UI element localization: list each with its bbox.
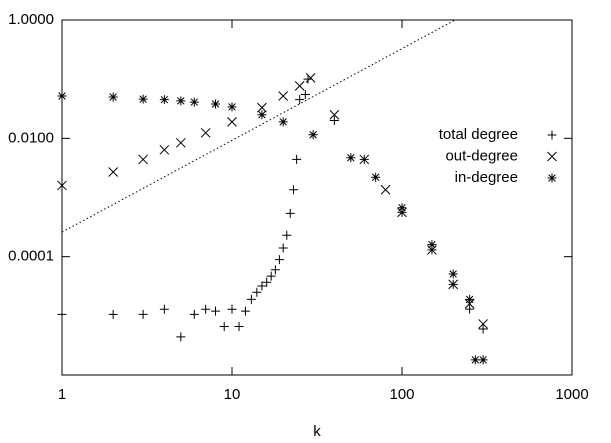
point — [257, 281, 267, 291]
point — [57, 91, 67, 101]
y-tick-label: 0.0001 — [8, 248, 54, 265]
point — [227, 102, 237, 112]
legend-marker — [547, 151, 557, 162]
legend-label: in-degree — [455, 169, 518, 186]
point — [234, 322, 244, 332]
point — [108, 309, 118, 319]
point — [227, 116, 237, 127]
y-tick-label: 1.0000 — [8, 11, 54, 28]
point — [57, 180, 67, 191]
point — [478, 355, 488, 365]
point — [257, 102, 267, 113]
point — [175, 137, 186, 148]
x-axis-label: k — [313, 423, 321, 440]
y-tick-label: 0.0100 — [8, 129, 54, 146]
point — [397, 207, 407, 218]
point — [380, 184, 391, 195]
point — [288, 185, 298, 195]
x-tick-label: 100 — [389, 386, 414, 403]
point — [292, 154, 302, 164]
point — [266, 271, 276, 281]
point — [303, 74, 313, 84]
point — [108, 92, 118, 102]
point — [300, 90, 310, 100]
point — [308, 130, 318, 140]
point — [397, 203, 407, 213]
fit-line — [62, 20, 456, 233]
point — [282, 230, 292, 240]
legend-label: total degree — [439, 126, 518, 143]
point — [57, 309, 67, 319]
point — [159, 95, 169, 105]
point — [252, 287, 262, 297]
point — [138, 94, 148, 104]
point — [278, 117, 288, 127]
point — [189, 309, 199, 319]
point — [329, 116, 339, 126]
point — [465, 294, 475, 304]
point — [201, 304, 211, 314]
point — [465, 304, 475, 314]
point — [470, 355, 480, 365]
point — [478, 319, 488, 329]
point — [359, 154, 370, 165]
point — [278, 243, 288, 253]
point — [448, 269, 458, 279]
point — [189, 97, 199, 107]
point — [211, 99, 221, 109]
point — [159, 304, 169, 314]
point — [294, 81, 305, 91]
point — [257, 110, 267, 120]
point — [200, 127, 211, 138]
point — [278, 91, 289, 101]
x-tick-label: 10 — [224, 386, 241, 403]
point — [211, 306, 221, 316]
point — [346, 153, 356, 163]
point — [176, 332, 186, 342]
point — [240, 306, 250, 316]
point — [108, 167, 119, 177]
point — [448, 279, 459, 290]
point — [138, 154, 148, 165]
x-tick-label: 1 — [58, 386, 66, 403]
point — [159, 144, 170, 155]
point — [427, 240, 437, 250]
legend-marker — [547, 173, 557, 183]
point — [246, 294, 256, 304]
x-tick-label: 1000 — [555, 386, 588, 403]
legend-label: out-degree — [445, 147, 518, 164]
point — [176, 96, 186, 106]
plot-border — [61, 19, 573, 376]
point — [478, 324, 488, 334]
point — [285, 208, 295, 218]
legend-marker — [547, 130, 557, 140]
point — [295, 95, 305, 105]
point — [270, 265, 280, 275]
point — [219, 322, 229, 332]
point — [138, 309, 148, 319]
point — [329, 109, 340, 120]
point — [227, 304, 237, 314]
point — [371, 172, 381, 182]
point — [262, 277, 272, 287]
point — [274, 255, 284, 265]
point — [305, 73, 316, 83]
